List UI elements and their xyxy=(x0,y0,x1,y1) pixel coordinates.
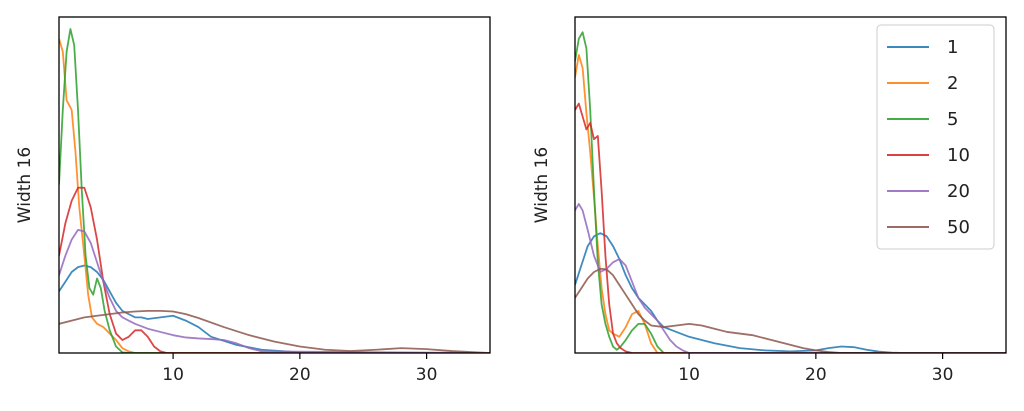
x-tick-label: 30 xyxy=(932,365,954,385)
series-line-5 xyxy=(59,28,490,353)
legend-box xyxy=(876,24,995,250)
x-tick-label: 10 xyxy=(162,365,184,385)
series-line-2 xyxy=(59,38,490,353)
legend-label-10: 10 xyxy=(947,145,970,166)
series-group xyxy=(575,31,1006,353)
legend-label-1: 1 xyxy=(947,37,958,58)
legend-label-50: 50 xyxy=(947,217,970,238)
right-plot: 10 20 30 Width 16 1 2 5 10 20 50 xyxy=(532,16,1007,385)
x-tick-label: 10 xyxy=(678,365,700,385)
series-line-5 xyxy=(575,31,1006,353)
left-plot: 10 20 30 Width 16 xyxy=(15,16,491,385)
series-line-20 xyxy=(59,228,490,353)
y-axis-label: Width 16 xyxy=(15,147,35,223)
x-tick-label: 20 xyxy=(805,365,827,385)
series-line-10 xyxy=(575,102,1006,353)
series-line-50 xyxy=(575,267,1006,353)
y-axis-label: Width 16 xyxy=(532,147,552,223)
axes-frame xyxy=(58,16,491,354)
series-group xyxy=(59,28,490,353)
series-line-10 xyxy=(59,186,490,353)
series-line-1 xyxy=(575,232,1006,353)
series-line-20 xyxy=(575,203,1006,353)
legend-label-2: 2 xyxy=(947,73,958,94)
legend-label-20: 20 xyxy=(947,181,970,202)
legend: 1 2 5 10 20 50 xyxy=(876,24,995,250)
series-line-50 xyxy=(59,309,490,353)
legend-label-5: 5 xyxy=(947,109,958,130)
x-tick-label: 30 xyxy=(416,365,438,385)
axes-frame xyxy=(574,16,1007,354)
x-tick-label: 20 xyxy=(289,365,311,385)
